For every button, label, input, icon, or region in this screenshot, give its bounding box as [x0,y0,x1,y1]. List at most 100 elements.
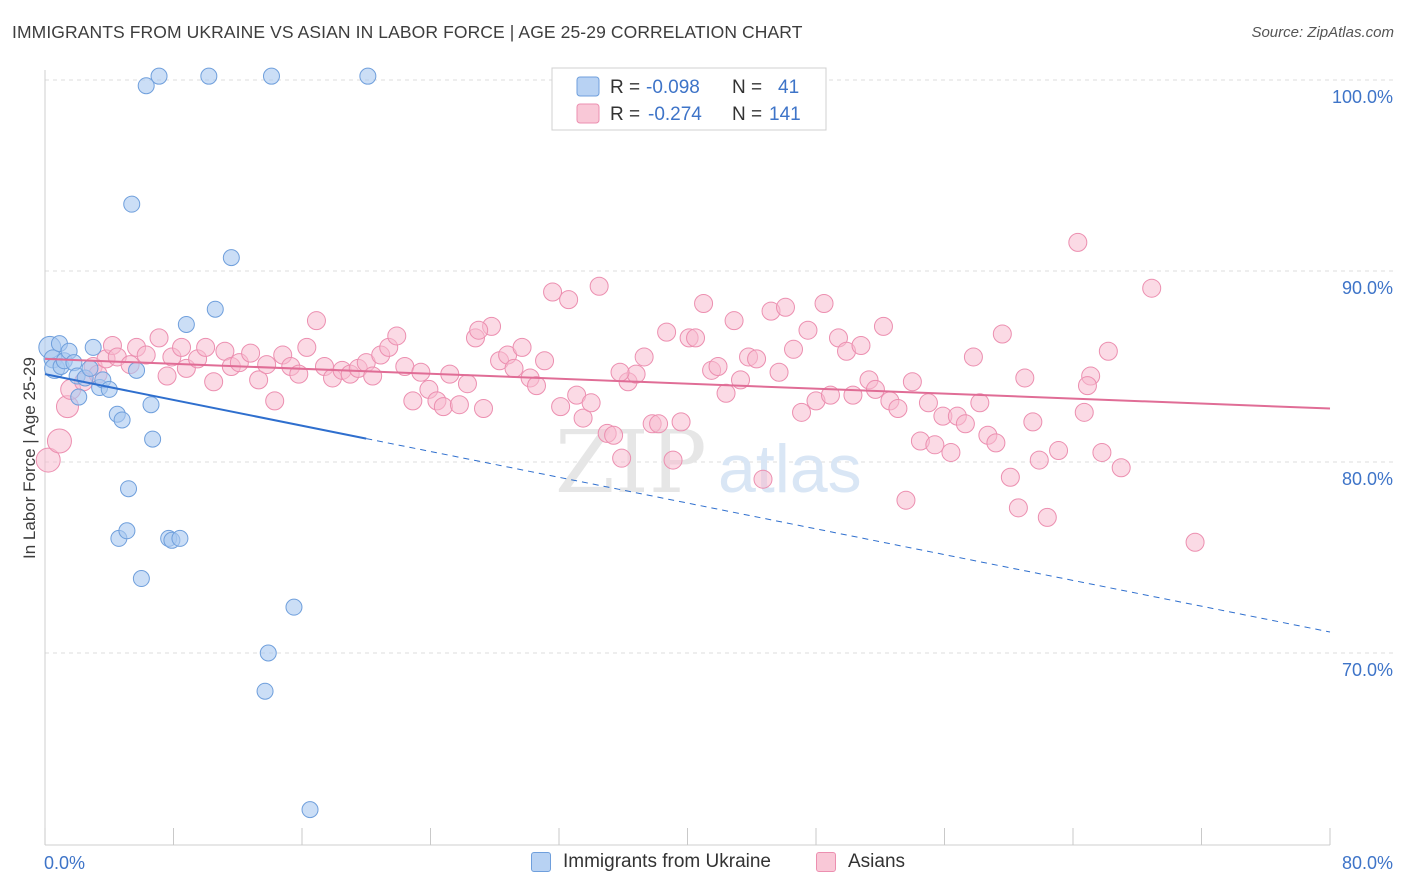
data-point [724,311,744,331]
legend-swatch-ukraine [576,76,600,97]
data-point [206,300,224,318]
data-point [970,393,990,413]
data-point [301,801,319,819]
legend-label-ukraine: Immigrants from Ukraine [563,851,771,872]
data-point [204,372,224,392]
data-point [387,326,407,346]
data-point [306,311,326,331]
data-point [1008,498,1028,518]
data-point [888,399,908,419]
y-tick-labels: 70.0% 80.0% 90.0% 100.0% [1332,87,1393,680]
data-point [433,397,453,417]
data-point [35,447,61,473]
data-point [257,355,277,375]
data-point [955,414,975,434]
data-point [136,345,156,365]
data-point [150,67,168,85]
data-point [1142,278,1162,298]
data-point [902,372,922,392]
data-point [172,337,192,357]
data-point [851,335,871,355]
data-point [474,399,494,419]
data-point [581,393,601,413]
data-point [259,644,277,662]
data-point [504,358,524,378]
ukraine-points [38,67,377,819]
data-point [573,408,593,428]
data-point [925,435,945,455]
data-point [1185,532,1205,552]
data-point [84,338,102,356]
data-point [249,370,269,390]
data-point [1068,232,1088,252]
data-point [657,322,677,342]
legend-n-label: N = [732,77,762,98]
data-point [81,359,99,377]
ukraine-trend-extension [366,438,1331,633]
data-point [873,316,893,336]
data-point [118,522,136,540]
data-point [820,385,840,405]
data-point [265,391,285,411]
legend-n-value: 41 [778,77,799,98]
legend-item-ukraine: Immigrants from Ukraine [531,851,771,873]
data-point [612,448,632,468]
data-point [649,414,669,434]
data-point [604,425,624,445]
legend-item-asian: Asians [816,851,905,873]
trend-lines [44,357,1331,633]
data-point [694,293,714,313]
data-point [449,395,469,415]
data-point [708,357,728,376]
data-point [1000,467,1020,487]
data-point [359,67,377,85]
y-tick-label: 90.0% [1342,278,1393,298]
data-point [285,598,303,616]
data-point [1049,441,1069,461]
data-point [896,490,916,510]
data-point [1092,442,1112,462]
x-tick-labels: 0.0% 80.0% [44,853,1393,873]
data-point [149,328,169,348]
data-point [70,388,88,406]
data-point [610,362,630,382]
data-point [46,428,72,454]
legend-r-label: R = [610,77,640,98]
data-point [469,320,489,340]
data-point [403,391,423,411]
data-point [753,469,773,489]
legend-swatch-asian [576,103,600,124]
asian-trend-line [44,357,1331,410]
data-point [200,67,218,85]
ukraine-trend-line [44,373,367,440]
data-point [716,383,736,403]
data-point [120,480,138,498]
source-credit: Source: ZipAtlas.com [1251,24,1394,41]
legend-n-value: 141 [769,104,801,125]
x-tick-label: 0.0% [44,853,85,873]
data-point [512,337,532,357]
data-point [457,374,477,394]
data-point [196,337,216,357]
data-point [543,282,563,302]
x-tick-label: 80.0% [1342,853,1393,873]
data-point [113,411,131,429]
data-point [963,347,983,367]
data-point [634,347,654,367]
data-point [128,361,146,379]
watermark-atlas: atlas [718,431,862,507]
data-point [986,433,1006,453]
data-point [535,351,555,371]
data-point [222,249,240,267]
data-point [663,450,683,470]
legend-swatch-ukraine [531,852,551,872]
data-point [769,362,789,382]
data-point [142,396,160,414]
data-point [551,397,571,417]
legend-label-asian: Asians [848,851,906,872]
data-point [297,337,317,357]
data-point [626,364,646,384]
data-point [100,380,118,398]
legend-bottom: Immigrants from Ukraine Asians [0,851,1406,879]
